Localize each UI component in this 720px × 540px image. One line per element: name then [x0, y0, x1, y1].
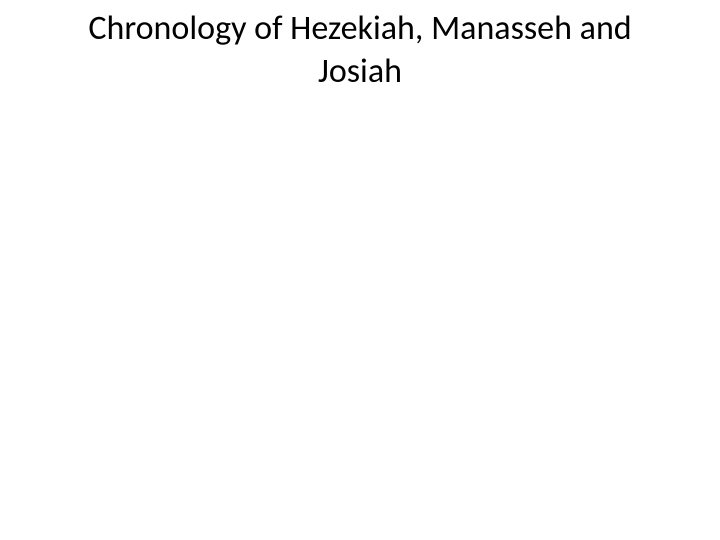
slide-title: Chronology of Hezekiah, Manasseh and Jos… [0, 8, 720, 93]
slide-container: Chronology of Hezekiah, Manasseh and Jos… [0, 0, 720, 540]
